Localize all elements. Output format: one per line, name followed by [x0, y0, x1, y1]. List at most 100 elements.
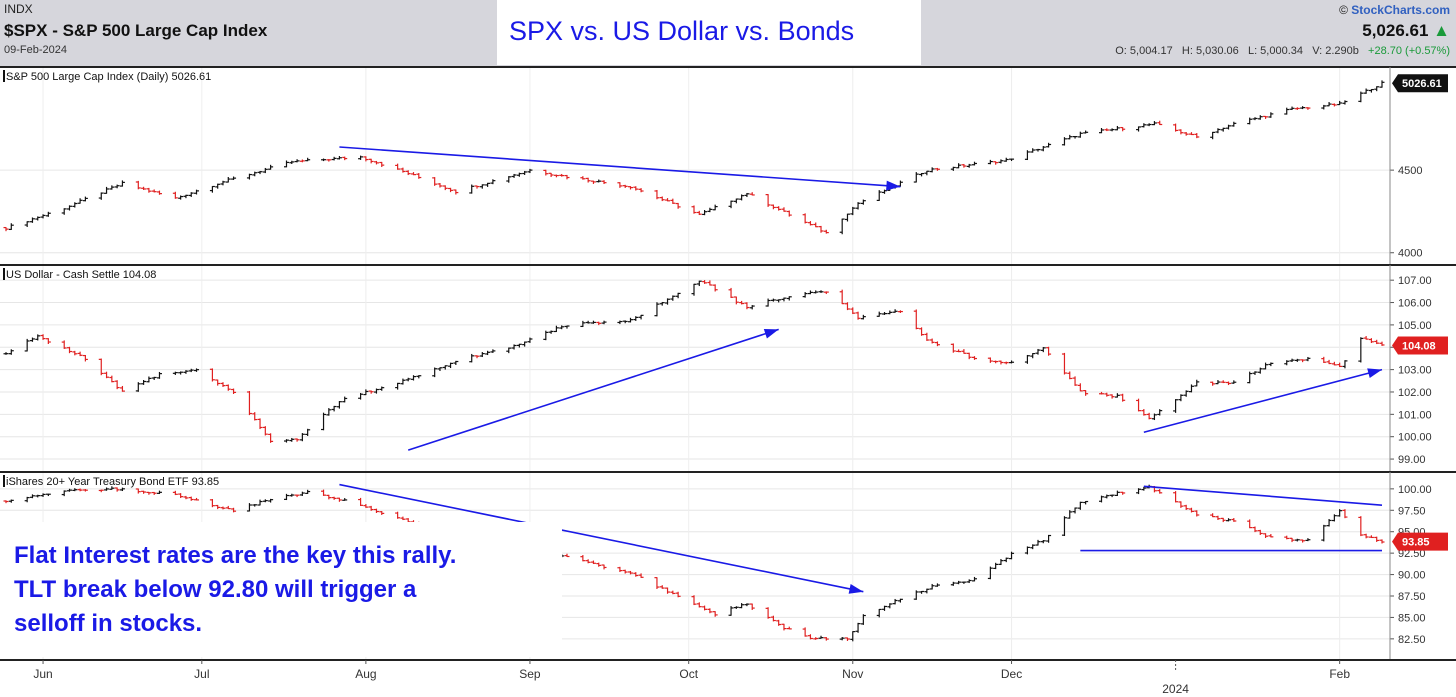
- ohlc-bar-dollar: [1030, 352, 1036, 359]
- ohlc-bar-dollar: [220, 382, 226, 387]
- ohlc-bar-dollar: [363, 389, 369, 396]
- ohlc-bar-tlt: [596, 562, 602, 567]
- ohlc-bar-spx: [61, 208, 67, 215]
- ohlc-bar-spx: [437, 183, 443, 188]
- ohlc-bar-tlt: [1009, 551, 1015, 560]
- ohlc-bar-spx: [1157, 120, 1163, 126]
- ohlc-bar-dollar: [305, 428, 311, 436]
- ohlc-bar-spx: [1067, 134, 1073, 140]
- ohlc-bar-spx: [956, 163, 962, 169]
- ohlc-bar-spx: [432, 177, 438, 186]
- ohlc-bar-tlt: [887, 603, 893, 609]
- ohlc-bar-dollar: [654, 302, 660, 317]
- ohlc-bar-dollar: [1300, 359, 1306, 363]
- ohlc-bar-tlt: [146, 491, 152, 495]
- ohlc-bar-spx: [1188, 132, 1194, 136]
- ohlc-bar-tlt: [956, 580, 962, 585]
- ohlc-bar-spx: [135, 180, 141, 190]
- ohlc-bar-tlt: [802, 627, 808, 637]
- trendline-arrowhead-dollar-1: [1367, 368, 1382, 379]
- ohlc-bar-spx: [8, 223, 14, 231]
- ohlc-bar-spx: [67, 205, 73, 211]
- ohlc-bar-dollar: [294, 438, 300, 442]
- ohlc-bar-spx: [469, 184, 475, 194]
- ohlc-bar-tlt: [45, 493, 51, 497]
- ohlc-bar-dollar: [395, 382, 401, 390]
- ohlc-bar-dollar: [1220, 380, 1226, 384]
- ohlc-bar-dollar: [1226, 381, 1232, 386]
- ohlc-bar-spx: [950, 166, 956, 171]
- ohlc-bar-dollar: [104, 371, 110, 379]
- panel-spx-axis-area: [1390, 67, 1456, 265]
- ohlc-bar-tlt: [141, 490, 147, 494]
- ohlc-bar-tlt: [1337, 509, 1343, 517]
- ohlc-bar-spx: [151, 189, 157, 193]
- ohlc-bar-spx: [739, 194, 745, 201]
- ohlc-bar-spx: [553, 174, 559, 178]
- ohlc-bar-spx: [45, 211, 51, 217]
- ohlc-bar-spx: [844, 213, 850, 222]
- ohlc-bar-tlt: [363, 504, 369, 508]
- ohlc-bar-dollar: [1173, 399, 1179, 413]
- ohlc-bar-dollar: [1114, 393, 1120, 398]
- copyright-brand[interactable]: © StockCharts.com: [1339, 3, 1450, 17]
- ohlc-bar-tlt: [400, 516, 406, 521]
- last-value-label-tlt: 93.85: [1402, 537, 1430, 549]
- ohlc-bar-tlt: [183, 495, 189, 500]
- ohlc-bar-spx: [188, 192, 194, 197]
- ohlc-bar-tlt: [98, 489, 104, 493]
- ohlc-bar-spx: [220, 180, 226, 186]
- ohlc-bar-dollar: [543, 330, 549, 341]
- y-tick-label-spx: 4500: [1398, 165, 1422, 177]
- ohlc-bar-tlt: [252, 504, 258, 507]
- ohlc-bar-tlt: [1379, 539, 1385, 544]
- ohlc-bar-spx: [395, 163, 401, 170]
- ohlc-bar-dollar: [172, 371, 178, 375]
- symbol-title: $SPX - S&P 500 Large Cap Index: [4, 21, 268, 40]
- ohlc-bar-spx: [1305, 107, 1311, 110]
- ohlc-bar-spx: [98, 192, 104, 200]
- ohlc-bar-spx: [665, 198, 671, 202]
- ohlc-bar-dollar: [1268, 362, 1274, 367]
- ohlc-bar-spx: [1141, 123, 1147, 128]
- ohlc-bar-tlt: [1003, 557, 1009, 563]
- ohlc-bar-spx: [1136, 126, 1142, 132]
- ohlc-bar-tlt: [82, 489, 88, 492]
- ohlc-bar-spx: [294, 159, 300, 163]
- ohlc-bar-dollar: [474, 355, 480, 359]
- ohlc-bar-dollar: [559, 325, 565, 330]
- stockcharts-logo[interactable]: StockCharts.com: [1351, 3, 1450, 17]
- ohlc-bar-tlt: [585, 559, 591, 564]
- ohlc-bar-tlt: [892, 598, 898, 605]
- ohlc-bar-spx: [850, 206, 856, 216]
- ohlc-bar-dollar: [728, 287, 734, 298]
- ohlc-bar-tlt: [358, 497, 364, 507]
- ohlc-bar-spx: [807, 221, 813, 226]
- ohlc-bar-dollar: [1146, 412, 1152, 420]
- y-tick-label-tlt: 92.50: [1398, 548, 1426, 560]
- ohlc-bar-spx: [1173, 123, 1179, 132]
- ohlc-bar-spx: [934, 167, 940, 171]
- panel-label-marker-dollar: [3, 268, 5, 280]
- ohlc-bar-spx: [855, 202, 861, 210]
- ohlc-bar-tlt: [1257, 529, 1263, 535]
- ohlc-bar-tlt: [633, 572, 639, 577]
- ohlc-bar-tlt: [1120, 491, 1126, 495]
- ohlc-bar-dollar: [1024, 354, 1030, 364]
- ohlc-bar-spx: [966, 163, 972, 168]
- ohlc-bar-spx: [1040, 146, 1046, 152]
- ohlc-bar-dollar: [183, 370, 189, 374]
- ohlc-bar-tlt: [299, 491, 305, 496]
- trendline-tlt-1: [1143, 485, 1383, 506]
- ohlc-bar-tlt: [1358, 516, 1364, 537]
- ohlc-bar-dollar: [1379, 341, 1385, 346]
- ohlc-bar-dollar: [1231, 380, 1237, 384]
- ohlc-bar-spx: [448, 187, 454, 193]
- ohlc-bar-dollar: [564, 325, 570, 329]
- ohlc-bar-dollar: [696, 280, 702, 287]
- ohlc-bar-spx: [839, 218, 845, 235]
- ohlc-bar-dollar: [67, 346, 73, 354]
- ohlc-bar-tlt: [1268, 534, 1274, 538]
- ohlc-bar-tlt: [1194, 510, 1200, 517]
- ohlc-bar-tlt: [209, 499, 215, 508]
